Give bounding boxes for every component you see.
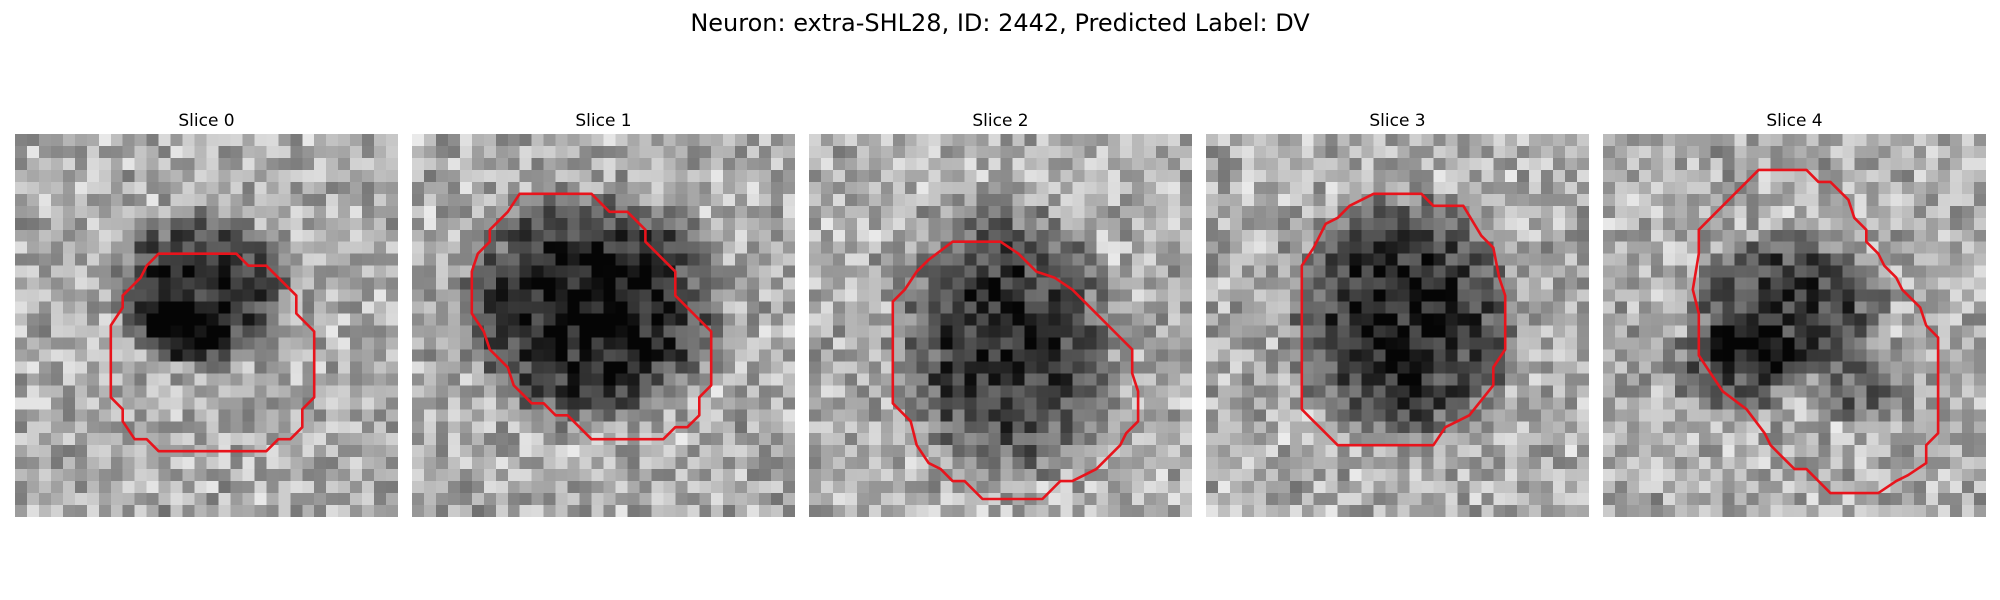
slice-pixels-3 <box>1206 134 1589 517</box>
slice-image-3 <box>1206 134 1589 517</box>
slice-pixels-0 <box>15 134 398 517</box>
neuron-contour-2 <box>891 240 1140 501</box>
slice-pixels-1 <box>412 134 795 517</box>
slice-image-1 <box>412 134 795 517</box>
slice-image-4 <box>1603 134 1986 517</box>
slice-title-0: Slice 0 <box>178 111 235 131</box>
slice-title-2: Slice 2 <box>972 111 1029 131</box>
slice-title-4: Slice 4 <box>1766 111 1823 131</box>
slice-title-1: Slice 1 <box>575 111 632 131</box>
slice-image-0 <box>15 134 398 517</box>
neuron-contour-0 <box>109 252 316 453</box>
slice-pixels-4 <box>1603 134 1986 517</box>
figure-title: Neuron: extra-SHL28, ID: 2442, Predicted… <box>690 9 1310 37</box>
slice-title-3: Slice 3 <box>1369 111 1426 131</box>
neuron-contour-4 <box>1691 168 1940 495</box>
slice-image-2 <box>809 134 1192 517</box>
neuron-contour-1 <box>470 192 713 441</box>
neuron-contour-3 <box>1300 192 1507 447</box>
slice-pixels-2 <box>809 134 1192 517</box>
